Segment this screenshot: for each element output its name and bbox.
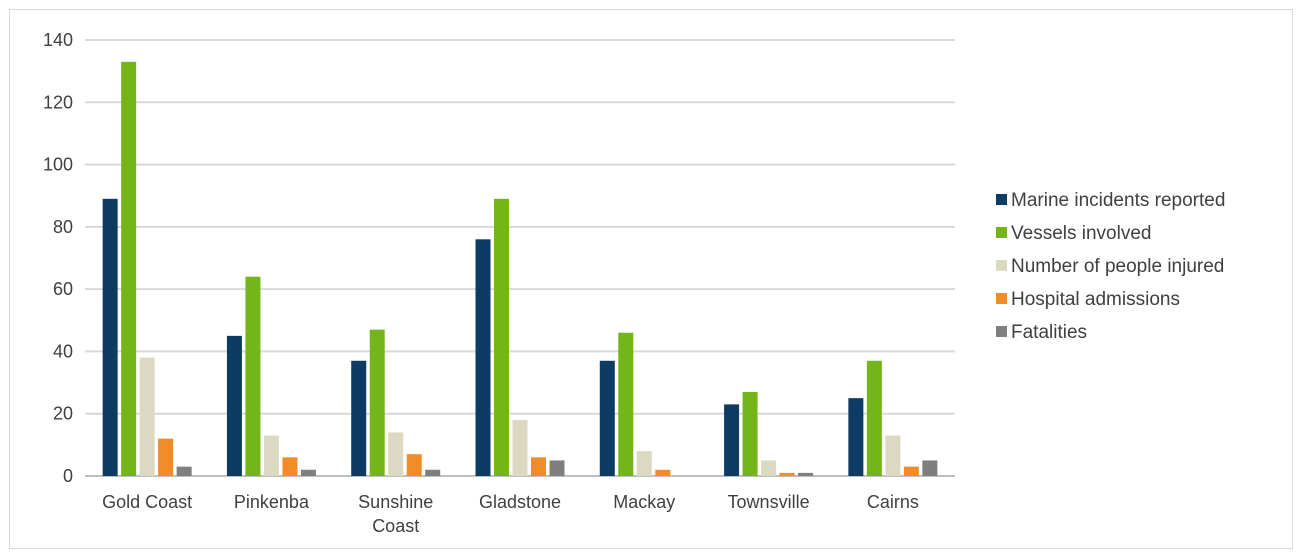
x-tick-label: Cairns <box>867 492 919 512</box>
x-tick-label: Gold Coast <box>102 492 192 512</box>
bar-vessels-involved <box>369 329 385 476</box>
bar-fatalities <box>798 472 814 476</box>
x-axis-labels: Gold Coast Pinkenba Sunshine Coast Gladstone… <box>102 492 919 536</box>
y-tick-label: 100 <box>43 155 73 175</box>
bar-vessels-involved <box>866 360 882 476</box>
bar-vessels-involved <box>742 391 758 476</box>
legend: Marine incidents reported Vessels involve… <box>996 190 1225 343</box>
bar-vessels-involved <box>618 332 634 476</box>
bar-fatalities <box>176 466 192 476</box>
y-tick-label: 20 <box>53 404 73 424</box>
bar-fatalities <box>425 469 441 476</box>
bar-marine-incidents-reported <box>848 398 864 476</box>
x-tick-label: Pinkenba <box>234 492 310 512</box>
y-tick-label: 0 <box>63 466 73 486</box>
legend-swatch <box>996 293 1007 304</box>
y-axis-ticks: 0 20 40 60 80 100 120 140 <box>43 30 73 486</box>
legend-swatch <box>996 194 1007 205</box>
x-tick-label: Gladstone <box>479 492 561 512</box>
bar-vessels-involved <box>494 198 509 477</box>
legend-swatch <box>996 227 1007 238</box>
y-tick-label: 120 <box>43 92 73 112</box>
bar-hospital-admissions <box>655 469 671 476</box>
y-tick-label: 80 <box>53 217 73 237</box>
bar-number-of-people-injured <box>263 435 279 476</box>
bar-marine-incidents-reported <box>102 198 118 477</box>
legend-swatch <box>996 260 1007 271</box>
bar-hospital-admissions <box>158 438 174 476</box>
legend-label: Hospital admissions <box>1011 289 1180 310</box>
bar-marine-incidents-reported <box>599 360 615 476</box>
bar-number-of-people-injured <box>139 357 155 476</box>
x-tick-label: Mackay <box>613 492 675 512</box>
gridlines <box>85 39 955 477</box>
bar-hospital-admissions <box>903 466 919 476</box>
y-tick-label: 140 <box>43 30 73 50</box>
bar-vessels-involved <box>121 61 137 477</box>
bar-marine-incidents-reported <box>351 360 367 476</box>
x-tick-label: Sunshine Coast <box>358 492 433 536</box>
bar-number-of-people-injured <box>512 419 528 476</box>
bar-hospital-admissions <box>531 457 546 476</box>
legend-label: Marine incidents reported <box>1011 190 1225 211</box>
legend-swatch <box>996 326 1007 337</box>
bar-hospital-admissions <box>406 454 422 476</box>
bar-number-of-people-injured <box>388 432 404 476</box>
bar-number-of-people-injured <box>885 435 901 476</box>
bar-fatalities <box>300 469 316 476</box>
bars <box>102 61 938 477</box>
legend-label: Number of people injured <box>1011 256 1224 277</box>
legend-label: Fatalities <box>1011 322 1087 343</box>
legend-label: Vessels involved <box>1011 223 1151 244</box>
bar-marine-incidents-reported <box>226 335 242 476</box>
y-tick-label: 60 <box>53 279 73 299</box>
bar-number-of-people-injured <box>636 451 652 476</box>
bar-marine-incidents-reported <box>475 239 491 476</box>
x-tick-label: Townsville <box>728 492 810 512</box>
bar-number-of-people-injured <box>761 460 777 476</box>
bar-hospital-admissions <box>779 472 795 476</box>
bar-marine-incidents-reported <box>724 404 740 476</box>
bar-fatalities <box>922 460 938 476</box>
bar-hospital-admissions <box>282 457 298 476</box>
bar-vessels-involved <box>245 276 261 476</box>
y-tick-label: 40 <box>53 341 73 361</box>
bar-fatalities <box>549 460 565 476</box>
